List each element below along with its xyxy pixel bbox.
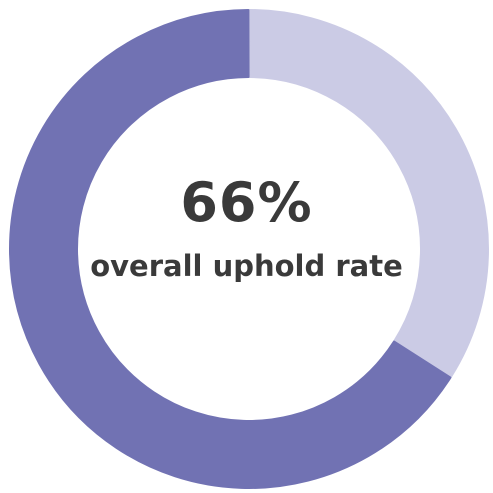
center-value: 66% xyxy=(180,171,313,234)
center-label: overall uphold rate xyxy=(90,249,403,283)
donut-segment-uphold-rate xyxy=(9,9,452,489)
donut-segment-remaining xyxy=(248,9,489,378)
